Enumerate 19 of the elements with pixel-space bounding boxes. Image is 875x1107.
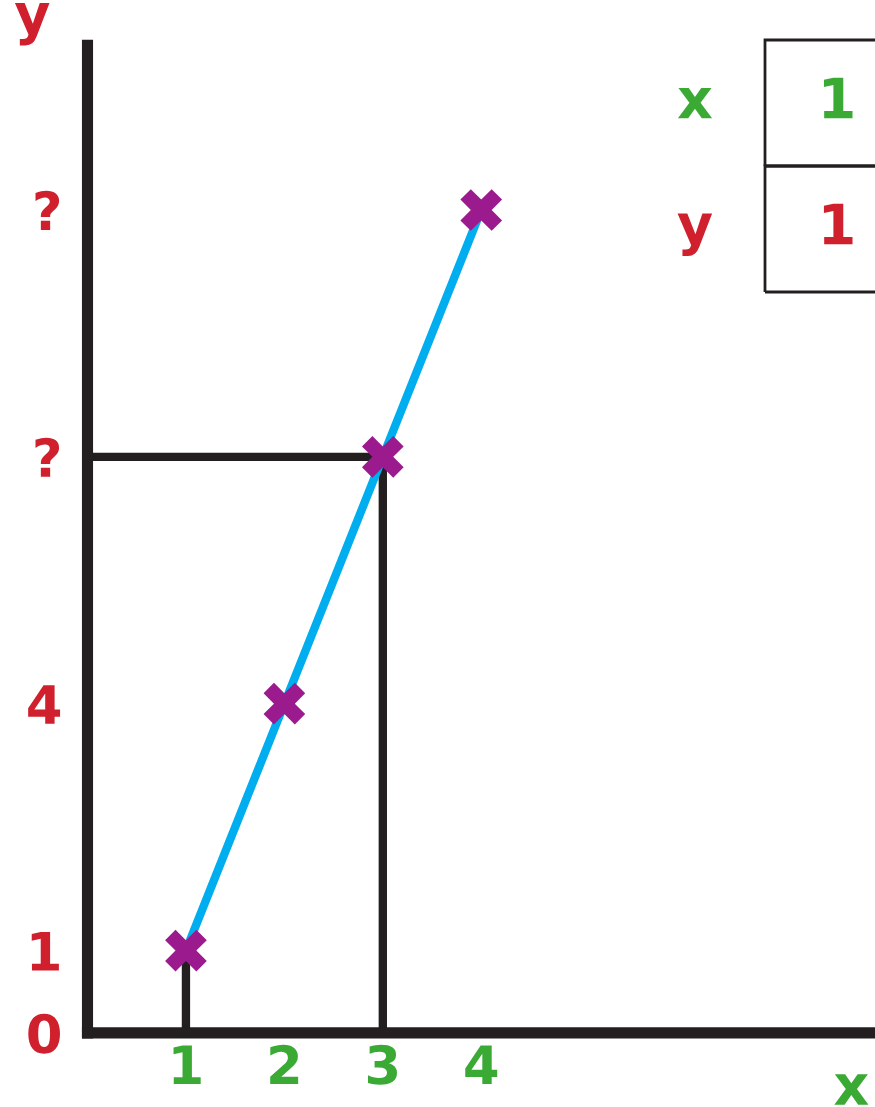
y-tick-label: ? — [35, 190, 60, 231]
point — [263, 682, 306, 725]
point — [361, 435, 404, 478]
annotation: y — [677, 213, 713, 256]
x-axis-title: x — [834, 1074, 869, 1105]
y-tick-label: 4 — [28, 685, 61, 724]
y-tick-label: 1 — [31, 932, 59, 971]
annotation: x — [677, 87, 713, 119]
x-tick-label: 2 — [270, 1044, 299, 1085]
x-tick-label: 1 — [173, 1045, 201, 1085]
y-axis-title: y — [14, 3, 50, 46]
x-tick-label: 4 — [465, 1045, 498, 1085]
y-tick-label: ? — [35, 437, 60, 477]
annotation: 1 — [823, 203, 853, 245]
point — [165, 929, 207, 972]
x-tick-label: 3 — [367, 1044, 397, 1085]
y-tick-label: 0 — [28, 1013, 60, 1054]
point — [460, 189, 503, 231]
annotation: 1 — [823, 77, 853, 119]
